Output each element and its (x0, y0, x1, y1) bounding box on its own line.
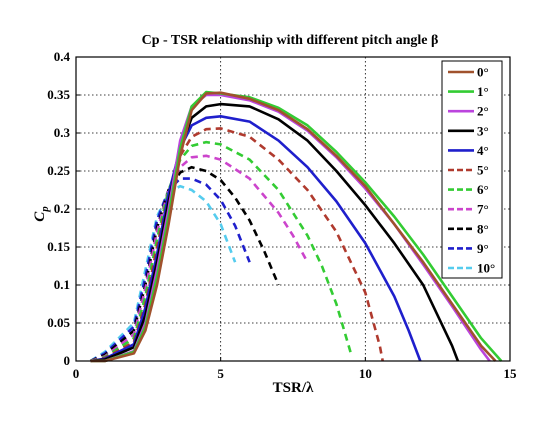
y-tick-label: 0.15 (47, 239, 70, 254)
y-tick-label: 0.25 (47, 163, 70, 178)
y-axis-label: Cp (32, 206, 51, 222)
grid-lines (76, 57, 510, 361)
series-line-2 (90, 93, 491, 363)
series-line-7 (90, 154, 309, 363)
x-tick-label: 15 (504, 366, 518, 381)
series-line-10 (89, 184, 237, 363)
y-tick-label: 0.05 (47, 315, 70, 330)
legend-label-5: 5° (477, 163, 489, 178)
legend-label-6: 6° (477, 182, 489, 197)
legend-label-1: 1° (477, 84, 489, 99)
legend: 0° 1° 2° 3° 4° 5° 6° 7° 8° 9° 10° (441, 60, 503, 279)
x-axis-label: TSR/λ (273, 380, 314, 396)
y-axis-label-main: C (32, 211, 48, 222)
series-lines (89, 90, 503, 363)
x-tick-label: 5 (217, 366, 224, 381)
y-tick-label: 0.3 (54, 125, 71, 140)
legend-label-0: 0° (477, 65, 489, 80)
y-tick-label: 0.4 (54, 49, 71, 64)
series-line-4 (90, 115, 422, 363)
y-tick-label: 0.2 (54, 201, 70, 216)
y-axis-label-sub: p (39, 206, 51, 213)
y-tick-label: 0 (64, 353, 71, 368)
series-line-0 (90, 91, 497, 363)
series-line-3 (90, 102, 460, 363)
series-line-5 (90, 127, 384, 363)
legend-label-9: 9° (477, 241, 489, 256)
chart-title: Cp - TSR relationship with different pit… (142, 33, 439, 48)
legend-label-8: 8° (477, 221, 489, 236)
legend-label-4: 4° (477, 143, 489, 158)
series-line-8 (89, 165, 280, 363)
x-tick-label: 10 (359, 366, 372, 381)
legend-label-3: 3° (477, 123, 489, 138)
axis-ticks: 0 5 10 15 0 0.05 0.1 0.15 0.2 0.25 0.3 0.35 0.4 (47, 49, 517, 381)
legend-label-2: 2° (477, 104, 489, 119)
x-tick-label: 0 (73, 366, 80, 381)
svg-text:Cp: Cp (32, 206, 51, 222)
legend-label-7: 7° (477, 202, 489, 217)
y-tick-label: 0.1 (54, 277, 70, 292)
y-tick-label: 0.35 (47, 87, 70, 102)
legend-label-10: 10° (477, 261, 495, 276)
